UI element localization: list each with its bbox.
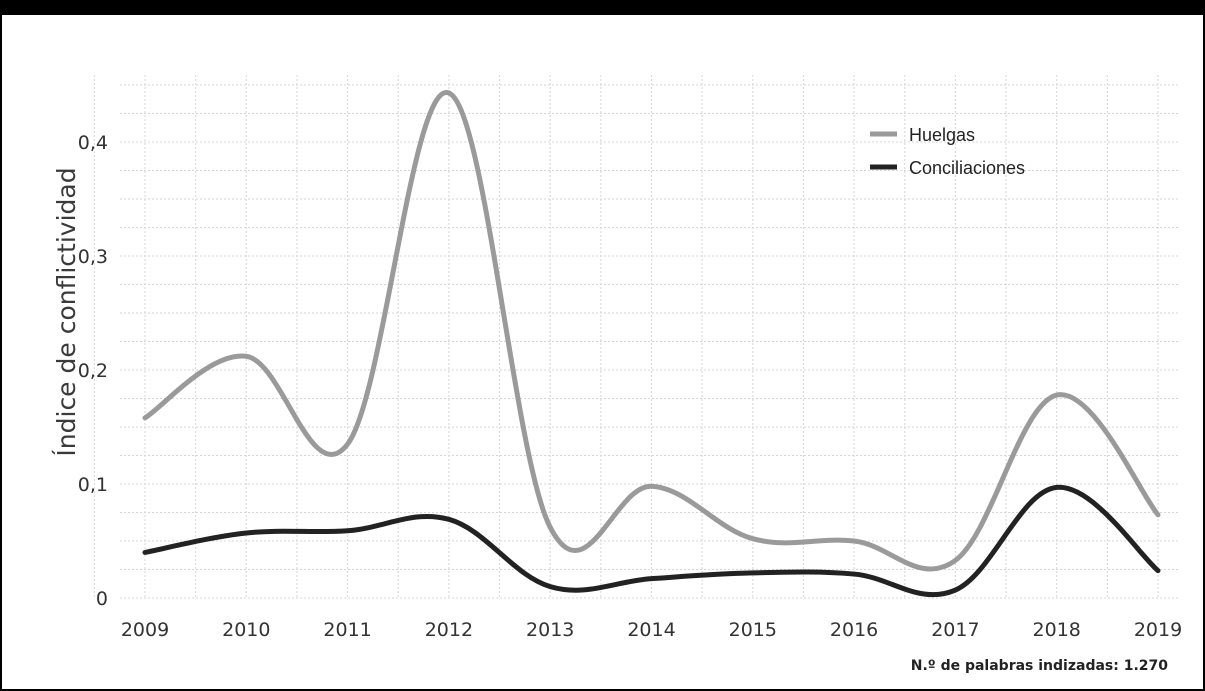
x-tick-label: 2013 [526,619,574,641]
legend: Huelgas Conciliaciones [870,125,1025,178]
x-tick-label: 2010 [222,619,270,641]
x-tick-label: 2015 [729,619,777,641]
series-line-conciliaciones [142,484,1161,598]
top-bar [0,0,1205,15]
y-tick-label: 0,3 [78,246,108,268]
x-tick-label: 2019 [1134,619,1182,641]
grid [93,75,1178,599]
x-tick-label: 2017 [931,619,979,641]
y-tick-label: 0 [96,588,108,610]
legend-label-conciliaciones: Conciliaciones [909,158,1025,178]
x-tick-label: 2018 [1033,619,1081,641]
y-tick-label: 0,1 [78,474,108,496]
x-tick-label: 2014 [627,619,675,641]
x-ticks: 2009 2010 2011 2012 2013 2014 2015 2016 2017 2018… [121,619,1182,641]
y-tick-label: 0,2 [78,360,108,382]
x-tick-label: 2011 [323,619,371,641]
y-axis-label: Índice de conflictividad [52,167,81,456]
legend-label-huelgas: Huelgas [909,125,975,145]
words-indexed-note: N.º de palabras indizadas: 1.270 [911,658,1168,674]
series-line-huelgas [142,90,1161,572]
x-tick-label: 2016 [830,619,878,641]
y-tick-label: 0,4 [78,132,108,154]
x-tick-label: 2012 [425,619,473,641]
series-lines [142,90,1161,598]
x-tick-label: 2009 [121,619,169,641]
y-ticks: 0 0,1 0,2 0,3 0,4 [78,132,108,610]
